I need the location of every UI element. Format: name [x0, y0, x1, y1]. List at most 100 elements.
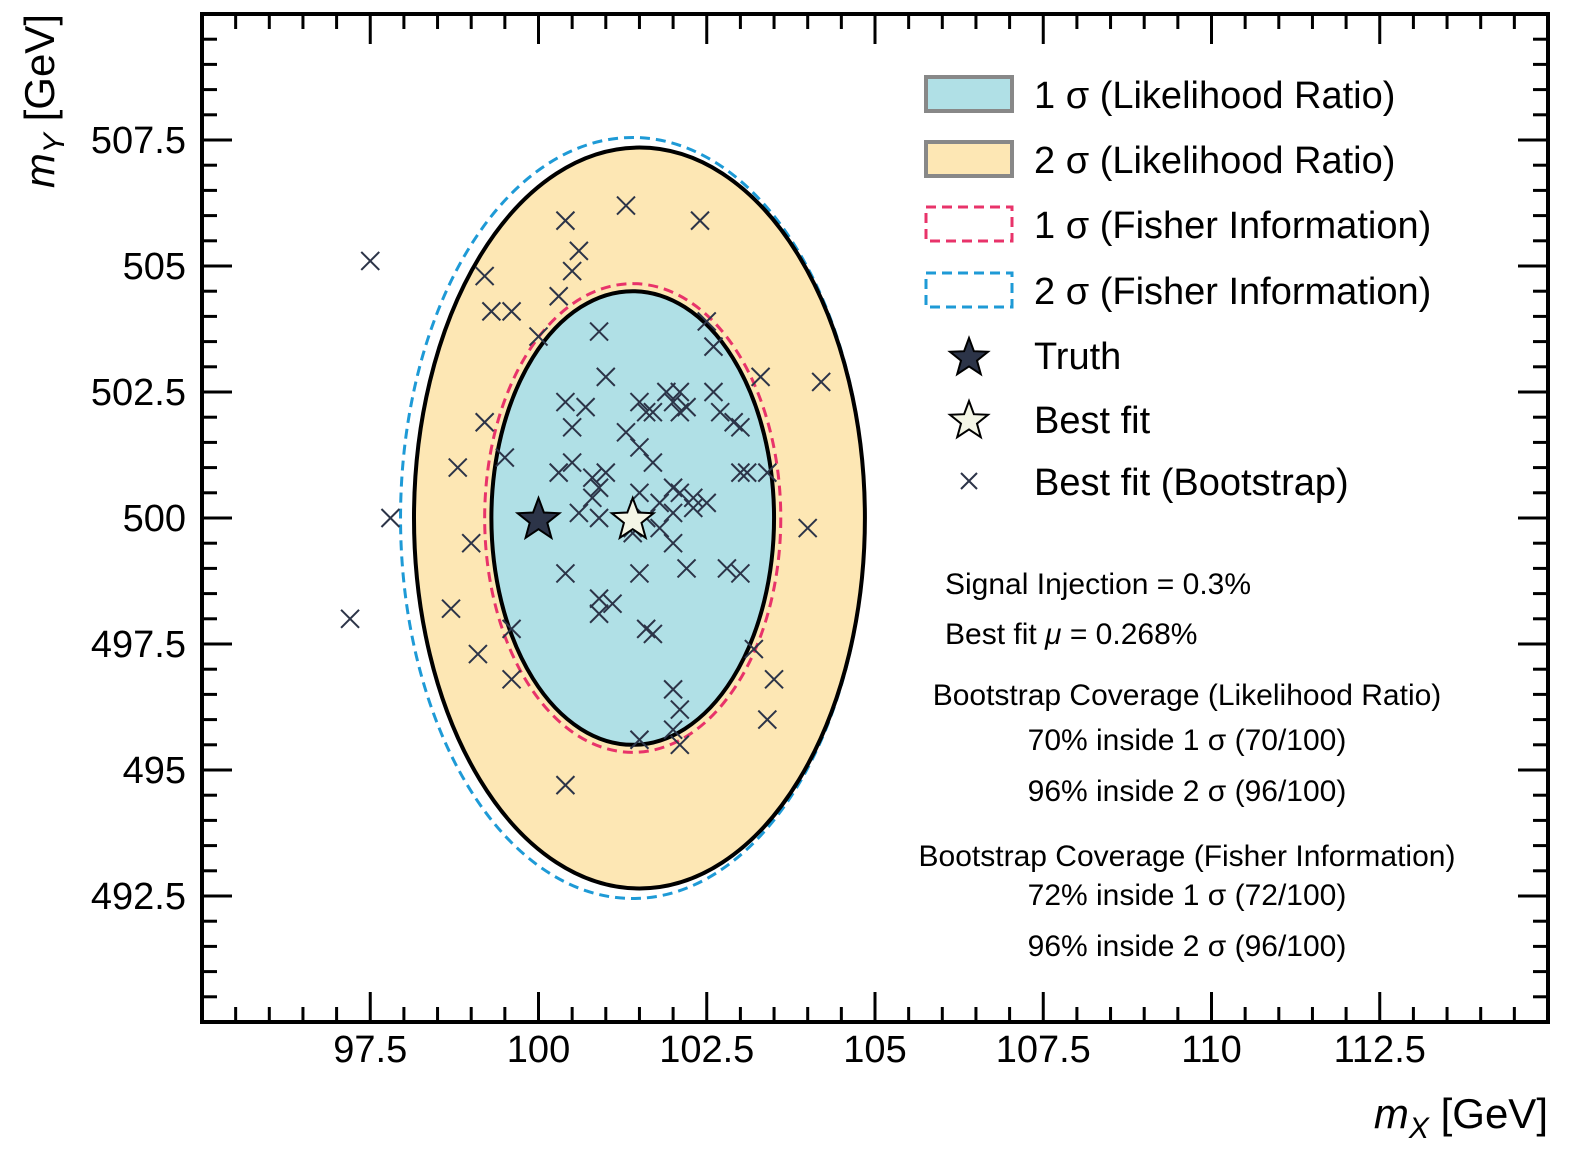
bootstrap-point	[555, 392, 576, 412]
bootstrap-point	[683, 488, 703, 508]
bootstrap-point	[750, 367, 771, 387]
legend-label: 2 σ (Likelihood Ratio)	[1034, 140, 1395, 182]
bootstrap-point	[649, 518, 670, 538]
bootstrap-point-layer	[340, 195, 831, 795]
bootstrap-point	[676, 558, 697, 579]
bootstrap-point	[360, 251, 380, 271]
legend-swatch-lr-2sigma	[924, 140, 1014, 178]
bootstrap-point	[757, 462, 778, 483]
bootstrap-point	[797, 518, 818, 538]
bootstrap-point	[555, 563, 576, 584]
fisher-1sigma-contour	[483, 282, 783, 754]
tick-label-layer: 97.5 100 102.5 105 107.5 110 112.5 492.5 495 497.…	[91, 120, 1426, 1071]
bootstrap-point	[643, 624, 663, 644]
x-tick-label: 107.5	[996, 1029, 1091, 1071]
legend-best-fit-star-icon	[947, 398, 991, 440]
bootstrap-point	[474, 266, 495, 286]
star-layer	[514, 495, 657, 541]
bootstrap-point	[710, 402, 730, 422]
y-tick-label: 502.5	[91, 372, 186, 414]
y-tick-label: 492.5	[91, 876, 186, 918]
bootstrap-point	[811, 372, 831, 392]
y-tick-label: 507.5	[91, 120, 186, 162]
annotations: Signal Injection = 0.3% Best fit μ = 0.2…	[919, 568, 1456, 963]
bootstrap-point	[569, 241, 589, 261]
bootstrap-point	[380, 508, 401, 528]
bootstrap-point	[468, 644, 488, 664]
bootstrap-point	[629, 392, 650, 412]
y-tick-label: 500	[123, 498, 186, 540]
bootstrap-point	[730, 417, 751, 437]
y-tick-label: 505	[123, 246, 186, 288]
bootstrap-point	[676, 397, 697, 417]
x-axis-label: mX [GeV]	[1374, 1090, 1548, 1145]
legend-label: 1 σ (Fisher Information)	[1034, 205, 1431, 247]
bootstrap-point	[555, 210, 576, 231]
x-tick-label: 100	[507, 1029, 570, 1071]
bootstrap-point	[764, 669, 784, 689]
bootstrap-point	[636, 402, 656, 422]
y-tick-label: 497.5	[91, 624, 186, 666]
bootstrap-point	[575, 397, 596, 417]
bootstrap-point	[730, 563, 751, 584]
bootstrap-point	[562, 261, 582, 281]
bootstrap-point	[663, 503, 683, 523]
bootstrap-point	[670, 699, 690, 720]
coverage-lr-2sigma: 96% inside 2 σ (96/100)	[1028, 775, 1347, 808]
bootstrap-point	[481, 301, 502, 322]
coverage-lr-1sigma: 70% inside 1 σ (70/100)	[1028, 724, 1347, 757]
bootstrap-point	[589, 604, 609, 624]
bootstrap-point	[730, 462, 751, 483]
legend-label: Truth	[1034, 336, 1121, 378]
bootstrap-point	[703, 382, 724, 402]
bootstrap-point	[562, 452, 582, 473]
bootstrap-point	[589, 321, 609, 342]
bootstrap-point	[616, 195, 636, 216]
bootstrap-point	[589, 508, 609, 528]
y-axis-label: mY [GeV]	[16, 14, 71, 188]
bootstrap-point	[596, 462, 616, 483]
coverage-fisher-2sigma: 96% inside 2 σ (96/100)	[1028, 930, 1347, 963]
bootstrap-point	[589, 478, 609, 498]
bootstrap-point	[602, 593, 623, 614]
bootstrap-point	[596, 367, 616, 387]
legend-label: Best fit (Bootstrap)	[1034, 462, 1349, 504]
coverage-fisher-title: Bootstrap Coverage (Fisher Information)	[919, 840, 1456, 873]
x-tick-label: 105	[843, 1029, 906, 1071]
legend-swatch-fisher-1sigma	[924, 205, 1014, 243]
bootstrap-point	[441, 599, 461, 619]
legend: 1 σ (Likelihood Ratio) 2 σ (Likelihood R…	[924, 75, 1431, 504]
bootstrap-point	[703, 336, 724, 357]
bootstrap-point	[697, 493, 717, 513]
bootstrap-point	[616, 422, 636, 443]
bootstrap-point	[629, 563, 650, 584]
x-tick-label: 97.5	[333, 1029, 407, 1071]
bootstrap-point	[663, 392, 683, 412]
bootstrap-point	[474, 412, 495, 432]
best-fit-star	[609, 495, 657, 541]
truth-star	[514, 495, 563, 541]
bootstrap-point	[690, 210, 710, 231]
legend-label: 2 σ (Fisher Information)	[1034, 271, 1431, 313]
bootstrap-point	[663, 533, 683, 553]
x-tick-label: 102.5	[659, 1029, 754, 1071]
bootstrap-point	[548, 286, 569, 306]
bootstrap-point	[589, 588, 609, 609]
legend-truth-star-icon	[947, 335, 991, 377]
legend-bootstrap-cross-icon	[960, 472, 978, 490]
x-tick-label: 110	[1181, 1029, 1242, 1071]
bootstrap-point	[582, 467, 603, 488]
bootstrap-point	[697, 311, 717, 332]
bootstrap-point	[737, 462, 757, 483]
bootstrap-point	[670, 382, 690, 402]
bootstrap-point	[340, 609, 360, 629]
bootstrap-point	[555, 775, 576, 795]
bootstrap-point	[501, 619, 522, 639]
bootstrap-point	[663, 719, 683, 740]
bootstrap-point	[501, 669, 522, 689]
bootstrap-point	[629, 730, 650, 750]
signal-injection-text: Signal Injection = 0.3%	[945, 568, 1251, 601]
bootstrap-point	[656, 382, 677, 402]
bootstrap-point	[569, 503, 589, 523]
